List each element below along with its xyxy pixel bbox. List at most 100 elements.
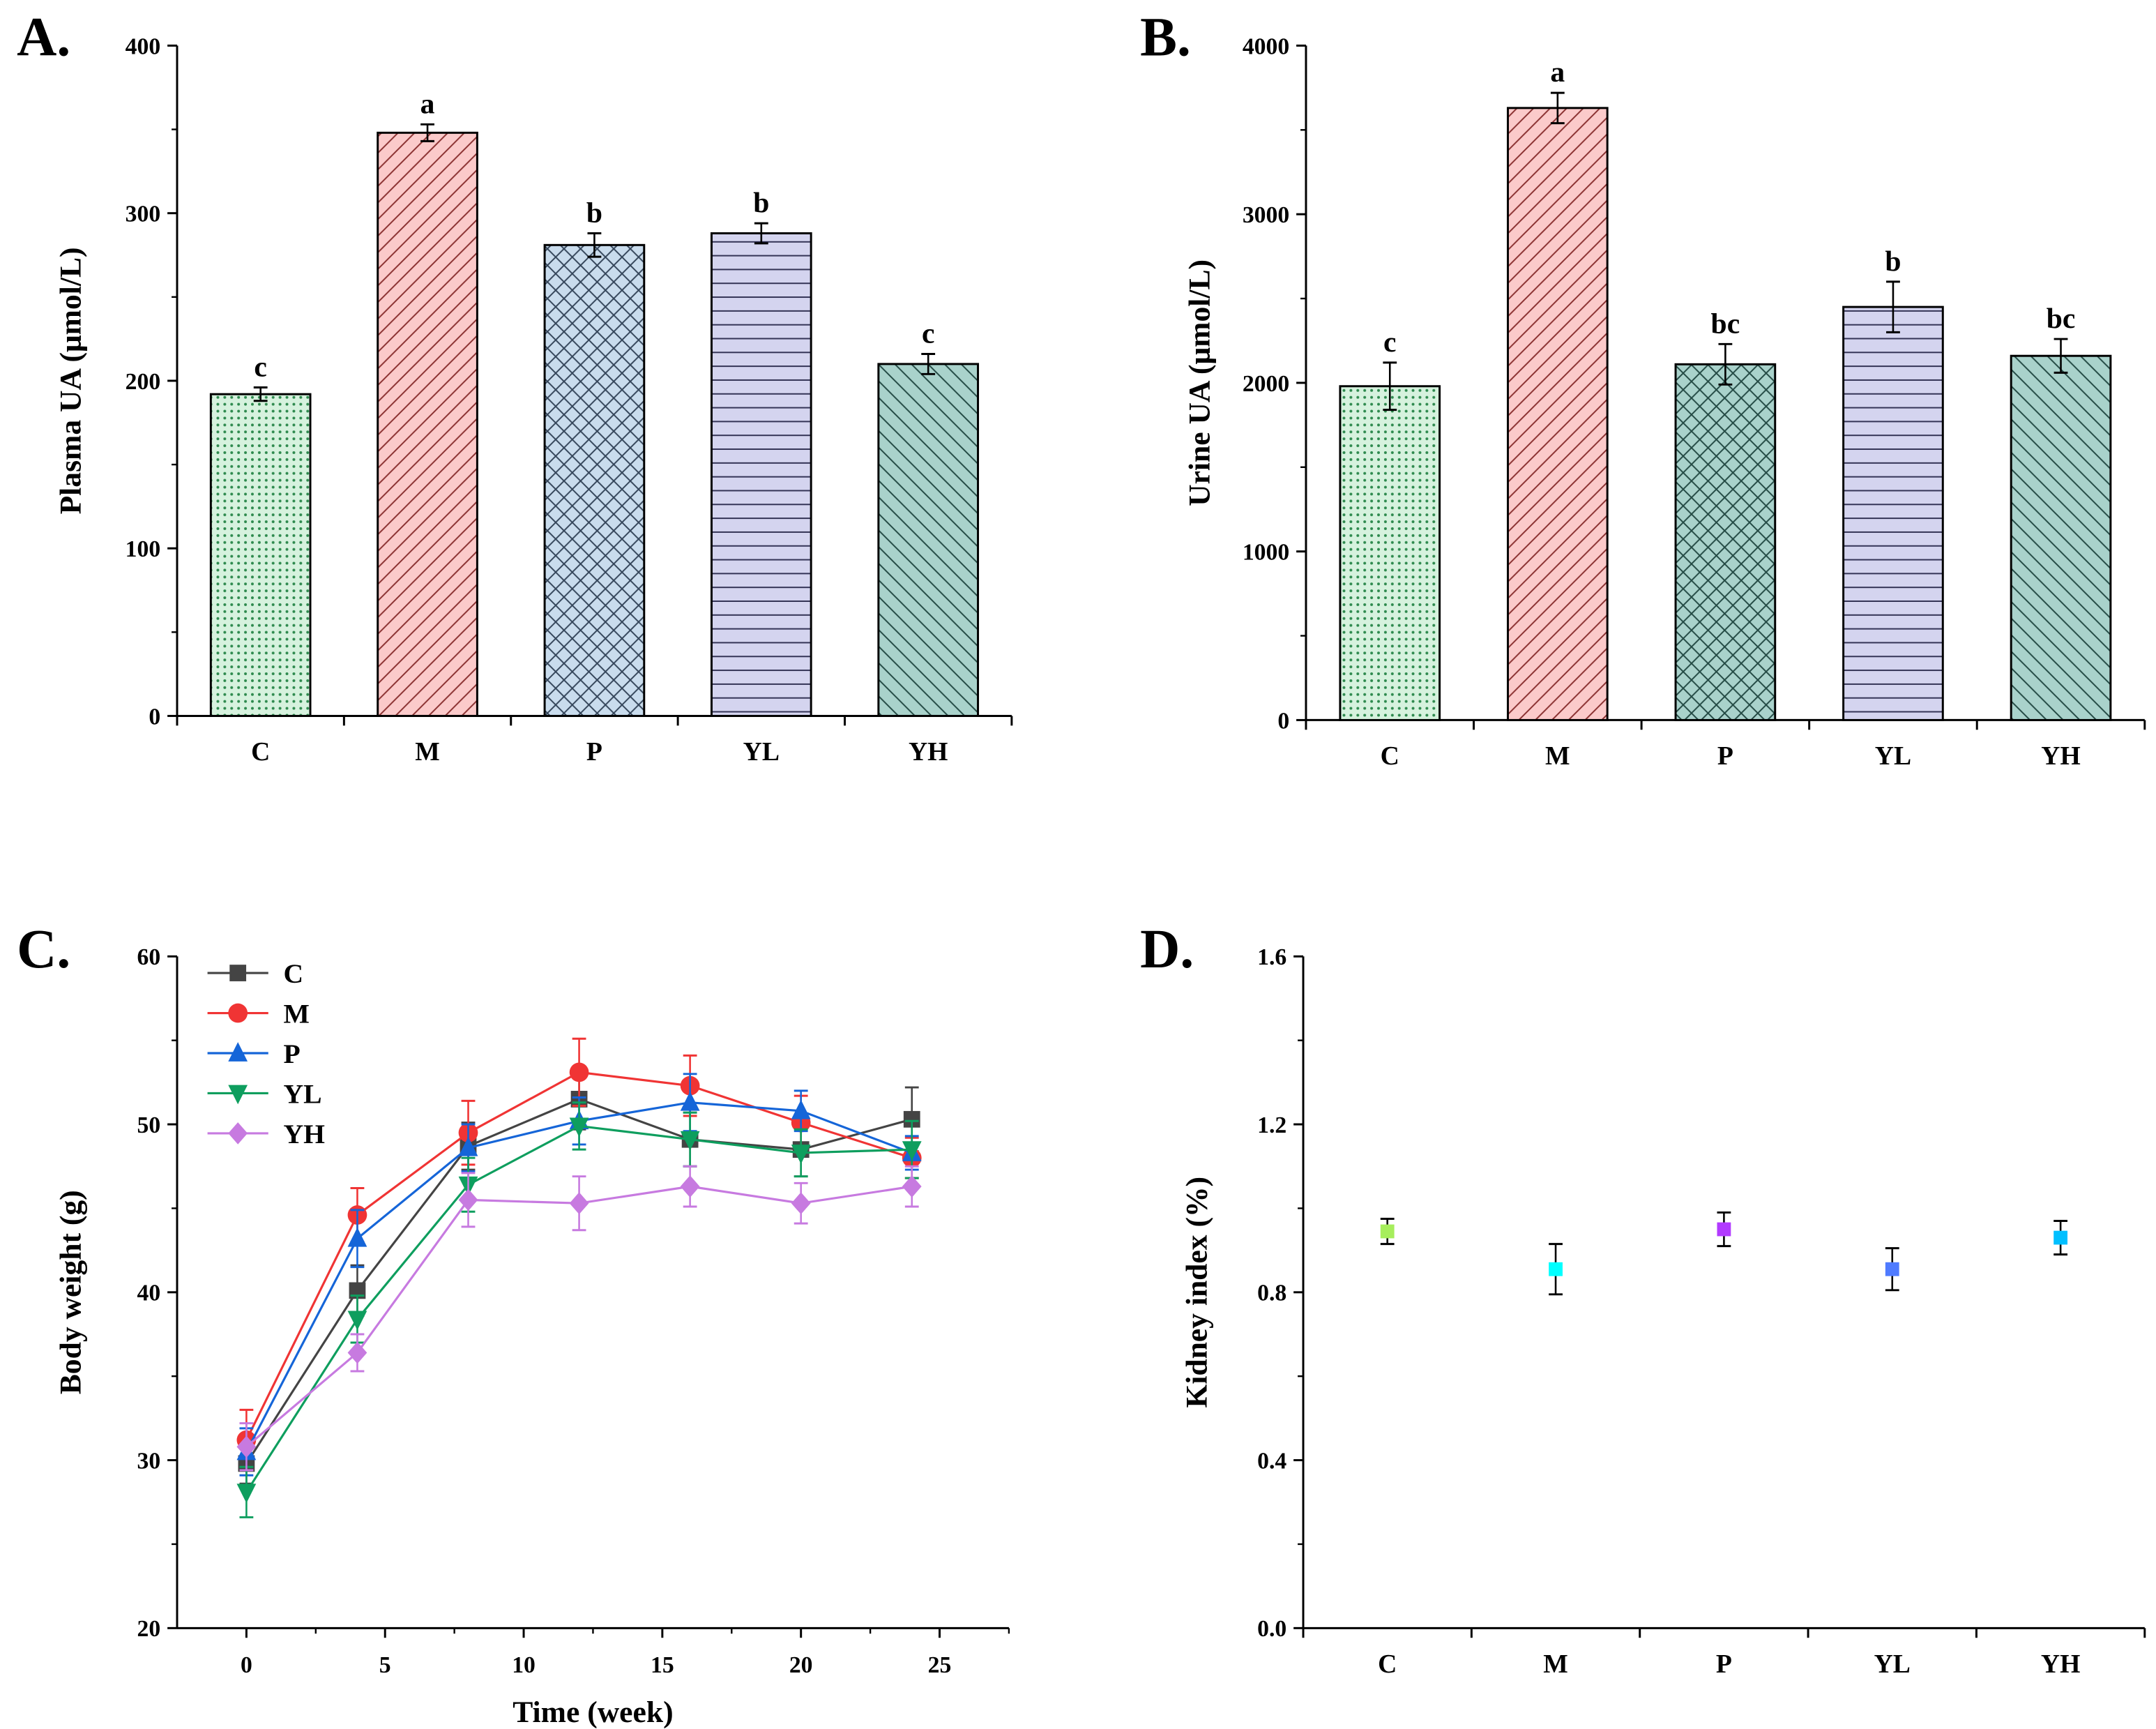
data-point-P: [680, 1091, 700, 1111]
panel-label: D.: [1140, 919, 1194, 980]
y-tick-label: 1.6: [1257, 944, 1286, 970]
bar-M: [377, 131, 478, 717]
y-axis-label: Urine UA (μmol/L): [1183, 259, 1216, 506]
panel-a: A. 0 100 200 300 400 Plasma UA (μmol/L) Cc Ma Pb Y…: [17, 6, 1013, 767]
panel-d: D. 0.0 0.4 0.8 1.2 1.6 Kidney index (%) C M P YL YH: [1140, 919, 2146, 1679]
x-tick-label-YL: YL: [1874, 1649, 1911, 1679]
significance-letter: b: [753, 187, 769, 219]
series-line-C: [245, 1098, 913, 1465]
y-tick-label: 300: [126, 202, 161, 227]
data-point-YH: [791, 1192, 811, 1215]
legend-marker-YL: [228, 1085, 248, 1105]
y-tick-label: 0.0: [1257, 1616, 1286, 1642]
x-tick-label-YH: YH: [909, 737, 948, 767]
legend-marker-P: [228, 1042, 248, 1062]
panel-c: C. 20 30 40 50 60 Body weight (g) 0 5 10 15 20 25 Tim…: [17, 919, 1010, 1729]
data-point-M: [569, 1062, 589, 1082]
y-tick-label: 60: [137, 944, 161, 970]
data-point-C: [903, 1110, 920, 1128]
x-tick-label-YH: YH: [2041, 1649, 2080, 1679]
x-tick-label-M: M: [415, 737, 440, 767]
data-point-YH: [680, 1175, 700, 1198]
y-tick-label: 1.2: [1257, 1112, 1286, 1138]
y-tick-label: 0: [149, 704, 160, 730]
x-tick-label-C: C: [251, 737, 270, 767]
x-tick-label-P: P: [586, 737, 602, 767]
bar-YL: [1842, 305, 1944, 721]
bar-P: [1674, 363, 1777, 721]
x-tick-label: 15: [651, 1652, 674, 1678]
y-tick-label: 1000: [1243, 540, 1289, 566]
bar-C: [209, 393, 312, 717]
y-tick-label: 2000: [1243, 371, 1289, 397]
y-tick-label: 30: [137, 1448, 161, 1474]
series-line-P: [245, 1101, 913, 1453]
legend-marker-YH: [228, 1122, 248, 1145]
y-tick-label: 400: [126, 33, 161, 59]
y-axis-label: Kidney index (%): [1180, 1177, 1213, 1408]
x-tick-label: 20: [789, 1652, 813, 1678]
data-point-YH: [458, 1188, 478, 1211]
significance-letter: b: [1885, 246, 1901, 278]
y-tick-label: 50: [137, 1112, 161, 1138]
panel-label: C.: [17, 919, 70, 980]
y-tick-label: 40: [137, 1281, 161, 1306]
series-YL: [236, 1101, 922, 1518]
significance-letter: c: [254, 352, 266, 384]
x-tick-label: 10: [512, 1652, 536, 1678]
data-point-YL: [902, 1141, 922, 1161]
y-tick-label: 200: [126, 369, 161, 395]
significance-letter: bc: [2047, 303, 2076, 335]
bar-M: [1506, 107, 1609, 721]
bar-YH: [877, 363, 980, 717]
significance-letter: c: [922, 318, 934, 350]
x-tick-label-YL: YL: [743, 737, 780, 767]
bar-C: [1339, 385, 1441, 721]
legend-label-YL: YL: [284, 1078, 322, 1109]
y-tick-label: 0: [1277, 708, 1289, 734]
data-point-P: [347, 1227, 367, 1247]
y-tick-label: 0.4: [1257, 1448, 1286, 1474]
data-point-YL: [680, 1131, 700, 1151]
y-tick-label: 4000: [1243, 33, 1289, 59]
legend-label-C: C: [284, 958, 304, 989]
significance-letter: a: [420, 88, 435, 120]
x-tick-label-P: P: [1716, 1649, 1732, 1679]
x-tick-label-P: P: [1717, 741, 1733, 771]
x-tick-label-YH: YH: [2041, 741, 2080, 771]
x-tick-label: 5: [379, 1652, 391, 1678]
y-axis-label: Body weight (g): [54, 1190, 87, 1394]
x-tick-label: 0: [241, 1652, 252, 1678]
legend-marker-M: [228, 1003, 248, 1023]
x-tick-label-M: M: [1545, 741, 1570, 771]
data-point-P: [1717, 1222, 1731, 1237]
significance-letter: c: [1383, 326, 1396, 358]
y-tick-label: 3000: [1243, 202, 1289, 228]
x-tick-label: 25: [928, 1652, 952, 1678]
bar-YH: [2010, 354, 2112, 721]
panel-b: B. 0 1000 2000 3000 4000 Urine UA (μmol/L) Cc Ma…: [1140, 6, 2146, 771]
legend-label-P: P: [284, 1039, 301, 1069]
data-point-YL: [791, 1145, 811, 1164]
data-point-C: [1380, 1224, 1395, 1239]
x-tick-label-C: C: [1381, 741, 1399, 771]
data-point-YL: [347, 1311, 367, 1331]
bar-P: [543, 243, 646, 717]
significance-letter: bc: [1711, 308, 1740, 340]
data-point-P: [791, 1099, 811, 1119]
data-point-YL: [236, 1483, 257, 1504]
data-point-YH: [902, 1175, 922, 1198]
data-point-YL: [1885, 1262, 1899, 1276]
significance-letter: a: [1550, 56, 1565, 89]
y-tick-label: 0.8: [1257, 1281, 1286, 1306]
legend-label-M: M: [284, 998, 310, 1029]
x-axis-label: Time (week): [513, 1696, 673, 1729]
y-tick-label: 20: [137, 1616, 161, 1642]
legend-label-YH: YH: [284, 1119, 326, 1149]
legend: CMP YL YH: [207, 958, 326, 1149]
panel-label: B.: [1140, 6, 1191, 68]
data-point-YL: [569, 1117, 589, 1138]
data-point-M: [1549, 1262, 1563, 1276]
legend-marker-C: [229, 965, 247, 981]
